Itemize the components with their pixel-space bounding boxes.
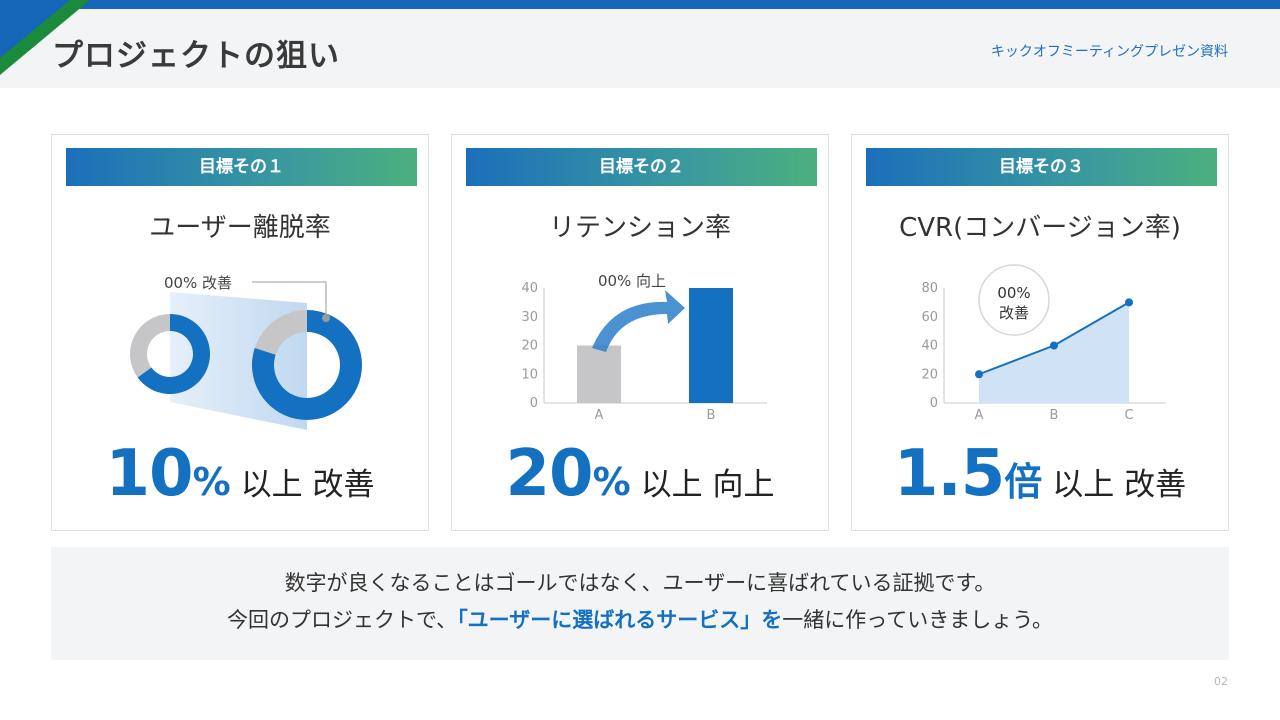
area-chart: 0 20 40 60 80 A B C 00% 改善 bbox=[921, 264, 1166, 423]
goal-card-3: 目標その３ CVR(コンバージョン率) 0 20 40 60 80 A B C 00% 改善… bbox=[851, 134, 1229, 531]
data-point bbox=[1125, 298, 1133, 307]
metric-number: 1.5 bbox=[893, 437, 1005, 511]
goal-label: 目標その１ bbox=[66, 148, 417, 186]
metric-number: 10 bbox=[105, 437, 194, 511]
x-tick-label: C bbox=[1124, 408, 1133, 423]
goal-title: CVR(コンバージョン率) bbox=[899, 213, 1181, 243]
goal-card-2: 目標その２ リテンション率 0 10 20 30 40 A B 00% 向上 20% 以上 … bbox=[451, 134, 829, 531]
metric-suffix: 以上 改善 bbox=[240, 467, 375, 503]
goal-metric: 10% 以上 改善 bbox=[52, 437, 428, 511]
donut-slice bbox=[252, 310, 362, 420]
goal-metric: 1.5倍 以上 改善 bbox=[852, 437, 1228, 511]
donut-after bbox=[252, 310, 362, 420]
y-tick-label: 20 bbox=[921, 367, 938, 382]
y-tick-label: 60 bbox=[921, 310, 938, 325]
area-fill bbox=[979, 302, 1129, 403]
metric-suffix: 以上 改善 bbox=[1052, 467, 1187, 503]
donut-comparison: 00% 改善 bbox=[130, 274, 362, 430]
bar-chart: 0 10 20 30 40 A B 00% 向上 bbox=[521, 272, 767, 423]
page-number: 02 bbox=[1214, 675, 1228, 688]
goal-metric: 20% 以上 向上 bbox=[452, 437, 828, 511]
bar bbox=[689, 288, 733, 403]
y-tick-label: 40 bbox=[921, 339, 938, 354]
x-tick-label: B bbox=[1050, 408, 1059, 423]
chart-annotation: 00% 向上 bbox=[598, 272, 666, 290]
top-accent-bar bbox=[0, 0, 1280, 9]
message-suffix: 一緒に作っていきましょう。 bbox=[782, 608, 1053, 632]
message-line-2: 今回のプロジェクトで、「ユーザーに選ばれるサービス」を一緒に作っていきましょう。 bbox=[51, 602, 1229, 639]
message-prefix: 今回のプロジェクトで、 bbox=[227, 608, 458, 632]
y-tick-label: 30 bbox=[521, 310, 538, 325]
metric-unit: 倍 bbox=[1004, 460, 1043, 504]
metric-unit: % bbox=[192, 460, 231, 504]
annotation-bubble bbox=[978, 264, 1050, 336]
y-tick-label: 40 bbox=[521, 281, 538, 296]
data-point bbox=[1050, 341, 1058, 350]
y-tick-label: 0 bbox=[930, 396, 938, 411]
bar bbox=[577, 345, 621, 403]
goal-label: 目標その２ bbox=[466, 148, 817, 186]
goal-title: リテンション率 bbox=[548, 213, 731, 243]
x-tick-label: A bbox=[975, 408, 984, 423]
header-band bbox=[0, 9, 1280, 88]
page-title: プロジェクトの狙い bbox=[52, 38, 340, 74]
data-point bbox=[975, 370, 983, 379]
metric-unit: % bbox=[592, 460, 631, 504]
goal-title: ユーザー離脱率 bbox=[149, 213, 331, 243]
y-tick-label: 10 bbox=[521, 367, 538, 382]
chart-annotation: 00% bbox=[997, 284, 1030, 302]
x-tick-label: A bbox=[595, 408, 604, 423]
donut-slice bbox=[137, 314, 211, 394]
y-tick-label: 0 bbox=[530, 396, 538, 411]
goal-card-1: 目標その１ ユーザー離脱率 00% 改善 10% 以上 改善 bbox=[51, 134, 429, 531]
goal-label: 目標その３ bbox=[866, 148, 1217, 186]
deck-title: キックオフミーティングプレゼン資料 bbox=[990, 44, 1228, 60]
growth-arrow bbox=[592, 290, 685, 352]
message-line-1: 数字が良くなることはゴールではなく、ユーザーに喜ばれている証拠です。 bbox=[284, 571, 996, 595]
closing-message: 数字が良くなることはゴールではなく、ユーザーに喜ばれている証拠です。 今回のプロ… bbox=[51, 547, 1229, 660]
message-highlight: 「ユーザーに選ばれるサービス」を bbox=[457, 608, 783, 632]
metric-number: 20 bbox=[505, 437, 594, 511]
donut-slice bbox=[254, 310, 307, 355]
metric-suffix: 以上 向上 bbox=[640, 467, 775, 503]
y-tick-label: 80 bbox=[921, 281, 938, 296]
donut-before bbox=[130, 314, 211, 394]
y-tick-label: 20 bbox=[521, 339, 538, 354]
chart-annotation: 00% 改善 bbox=[164, 274, 232, 292]
x-tick-label: B bbox=[707, 408, 716, 423]
corner-decoration bbox=[0, 0, 90, 75]
callout-dot bbox=[322, 314, 330, 322]
donut-slice bbox=[130, 314, 170, 378]
chart-annotation: 改善 bbox=[999, 304, 1029, 322]
